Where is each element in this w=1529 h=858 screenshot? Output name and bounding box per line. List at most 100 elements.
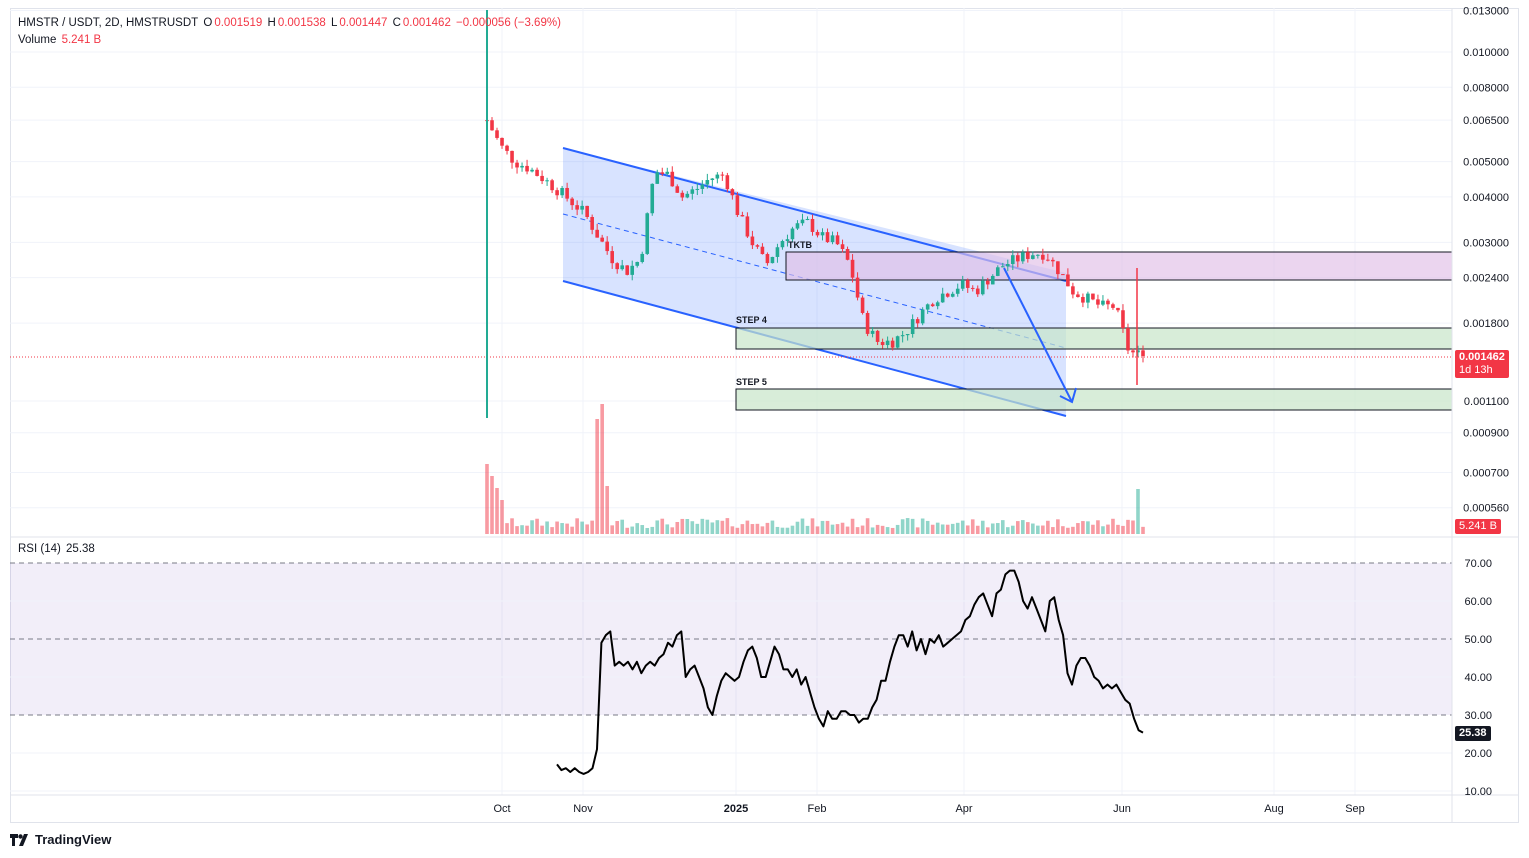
candle-body bbox=[565, 187, 569, 199]
price-axis[interactable]: 0.013000 0.010000 0.008000 0.006500 0.005000… bbox=[1463, 6, 1509, 515]
volume-bar bbox=[825, 520, 830, 534]
candle-body bbox=[1000, 266, 1005, 268]
volume-bar bbox=[615, 521, 619, 534]
candle-body bbox=[540, 175, 544, 182]
volume-bar bbox=[1106, 524, 1110, 534]
candle-body bbox=[555, 190, 559, 196]
candle-body bbox=[510, 150, 514, 163]
rsi-line[interactable] bbox=[556, 569, 1144, 775]
candle-body bbox=[520, 165, 524, 168]
candle-body bbox=[570, 198, 574, 206]
volume-bar bbox=[565, 523, 569, 534]
volume-bar bbox=[1011, 525, 1015, 534]
volume-bar bbox=[710, 522, 715, 534]
volume-bar bbox=[600, 404, 604, 534]
candle-body bbox=[780, 241, 785, 248]
volume-badge: 5.241 B bbox=[1455, 519, 1501, 534]
time-axis[interactable]: Oct Nov 2025 Feb Apr Jun Aug Sep bbox=[493, 803, 1364, 815]
volume-bar bbox=[840, 522, 845, 534]
candle-body bbox=[535, 169, 539, 176]
candle-body bbox=[935, 302, 940, 307]
time-tick-label: Feb bbox=[808, 803, 827, 815]
candle-body bbox=[490, 120, 494, 131]
step5-label: STEP 5 bbox=[736, 377, 767, 387]
volume-bar bbox=[885, 527, 890, 534]
candle-body bbox=[495, 130, 499, 138]
volume-bar bbox=[970, 519, 975, 534]
tktb-zone[interactable] bbox=[785, 251, 1453, 281]
volume-bar bbox=[910, 518, 915, 534]
rsi-label: RSI (14) bbox=[18, 543, 61, 555]
candle-body bbox=[1136, 350, 1140, 353]
volume-bar bbox=[820, 520, 825, 534]
volume-bar bbox=[1126, 519, 1130, 534]
candle-body bbox=[875, 330, 880, 342]
projection-arrow-head bbox=[1059, 387, 1077, 404]
rsi-legend[interactable]: RSI (14) 25.38 bbox=[18, 543, 97, 555]
candle-body bbox=[1101, 300, 1105, 305]
projection-arrow[interactable] bbox=[1003, 267, 1073, 403]
candle-body bbox=[975, 288, 980, 295]
candle-body bbox=[725, 175, 730, 190]
candle-body bbox=[1091, 293, 1095, 300]
volume-bar bbox=[890, 527, 895, 534]
price-tick-label: 0.003000 bbox=[1463, 237, 1509, 249]
step5-zone[interactable] bbox=[735, 388, 1453, 411]
candle-body bbox=[580, 205, 584, 210]
volume-bar bbox=[650, 526, 655, 534]
volume-bar bbox=[550, 527, 554, 534]
volume-bar bbox=[740, 524, 745, 534]
candle-body bbox=[915, 319, 920, 324]
candle-body bbox=[1056, 261, 1060, 275]
candle-body bbox=[750, 236, 755, 246]
candle-body bbox=[990, 275, 995, 285]
rsi-badge: 25.38 bbox=[1455, 726, 1491, 741]
volume-bar bbox=[490, 476, 494, 534]
volume-bar bbox=[905, 518, 910, 534]
price-tick-label: 0.000700 bbox=[1463, 467, 1509, 479]
candle-body bbox=[895, 336, 900, 348]
candle-body bbox=[710, 178, 715, 181]
candle-body bbox=[760, 246, 765, 255]
volume-bar bbox=[625, 527, 630, 534]
volume-bar bbox=[1116, 524, 1120, 534]
descending-channel[interactable] bbox=[563, 148, 1066, 416]
candle-body bbox=[700, 184, 705, 189]
candle-body bbox=[685, 193, 690, 198]
volume-bar bbox=[1076, 523, 1080, 534]
volume-bar bbox=[915, 527, 920, 534]
candle-body bbox=[980, 280, 985, 295]
volume-bar bbox=[980, 520, 985, 534]
volume-bar bbox=[960, 520, 965, 534]
time-tick-label: Oct bbox=[493, 803, 510, 815]
volume-bar bbox=[855, 527, 860, 534]
volume-bar bbox=[605, 486, 609, 534]
candle-body bbox=[560, 187, 564, 196]
volume-bar bbox=[555, 521, 559, 534]
candle-body bbox=[695, 188, 700, 190]
candle-body bbox=[630, 265, 635, 275]
candle-body bbox=[855, 277, 860, 298]
volume-bar bbox=[535, 518, 539, 534]
step4-zone[interactable] bbox=[735, 327, 1453, 350]
volume-bar bbox=[525, 525, 529, 534]
volume-legend[interactable]: Volume 5.241 B bbox=[18, 34, 103, 46]
candle-body bbox=[885, 340, 890, 346]
candle-body bbox=[530, 169, 534, 172]
rsi-axis[interactable]: 70.00 60.00 50.00 40.00 30.00 20.00 10.00 bbox=[1464, 558, 1492, 798]
candle-body bbox=[1081, 297, 1085, 303]
volume-bar bbox=[795, 521, 800, 534]
tradingview-logo[interactable]: TradingView bbox=[10, 832, 111, 847]
volume-bar bbox=[640, 525, 645, 534]
volume-bar bbox=[775, 526, 780, 534]
volume-bar bbox=[810, 518, 815, 534]
volume-bar bbox=[860, 525, 865, 534]
volume-bar bbox=[790, 525, 795, 534]
volume-bar bbox=[580, 521, 584, 534]
candle-body bbox=[845, 249, 850, 260]
volume-bar bbox=[1136, 489, 1140, 534]
volume-bar bbox=[1101, 526, 1105, 534]
volume-bar bbox=[1081, 521, 1085, 534]
